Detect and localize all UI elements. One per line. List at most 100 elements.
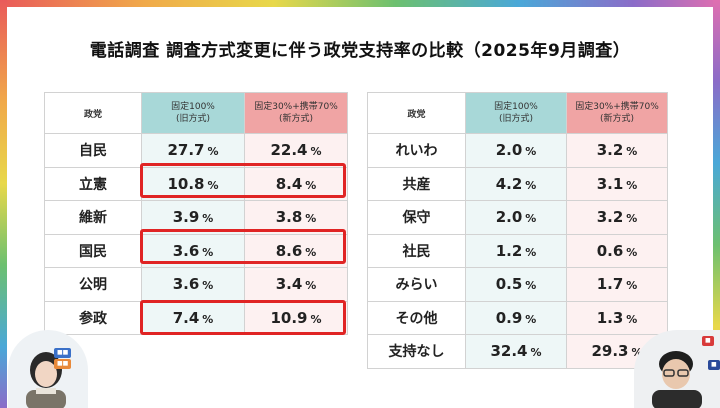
new-method-value: 3.2% [566,133,668,168]
header-party: 政党 [44,92,142,134]
old-method-value: 2.0% [465,133,567,168]
new-method-value: 3.1% [566,166,668,201]
old-method-value: 1.2% [465,233,567,268]
party-name: 立憲 [44,166,142,201]
table-row: 参政 7.4% 10.9% [44,300,348,335]
new-value-number: 8.6 [275,241,303,260]
percent-unit: % [305,212,317,226]
rainbow-frame-right [713,0,720,408]
header-old-line2: (旧方式) [498,114,534,124]
percent-unit: % [530,346,542,360]
header-new-method: 固定30%+携帯70% (新方式) [566,92,668,134]
header-old-method: 固定100% (旧方式) [465,92,567,134]
new-value-number: 3.2 [596,208,624,227]
percent-unit: % [525,145,537,159]
old-method-value: 0.5% [465,267,567,302]
old-value-number: 3.6 [172,275,200,294]
old-method-value: 7.4% [141,300,245,335]
table-row: 共産 4.2% 3.1% [367,166,668,201]
new-value-number: 22.4 [270,141,308,160]
old-value-number: 2.0 [495,208,523,227]
new-method-value: 22.4% [244,133,348,168]
party-name: 共産 [367,166,466,201]
party-name: 参政 [44,300,142,335]
percent-unit: % [626,245,638,259]
party-name: 公明 [44,267,142,302]
percent-unit: % [626,212,638,226]
old-value-number: 0.9 [495,308,523,327]
old-method-value: 2.0% [465,200,567,235]
percent-unit: % [626,312,638,326]
support-table-right: 政党 固定100% (旧方式) 固定30%+携帯70% (新方式) れいわ 2.0… [367,92,668,369]
new-value-number: 29.3 [591,342,629,361]
old-value-number: 3.9 [172,208,200,227]
party-name: 自民 [44,133,142,168]
percent-unit: % [525,312,537,326]
new-value-number: 1.7 [596,275,624,294]
percent-unit: % [525,245,537,259]
new-value-number: 8.4 [275,174,303,193]
new-method-value: 3.8% [244,200,348,235]
old-value-number: 3.6 [172,241,200,260]
percent-unit: % [305,178,317,192]
percent-unit: % [310,145,322,159]
table-row: 維新 3.9% 3.8% [44,200,348,235]
support-table-left: 政党 固定100% (旧方式) 固定30%+携帯70% (新方式) 自民 27.7… [44,92,348,335]
percent-unit: % [310,312,322,326]
table-row: 社民 1.2% 0.6% [367,233,668,268]
old-method-value: 4.2% [465,166,567,201]
logo-chip-navy: ■ [708,360,720,370]
table-row: 公明 3.6% 3.4% [44,267,348,302]
old-value-number: 27.7 [167,141,205,160]
old-value-number: 10.8 [167,174,205,193]
header-old-method: 固定100% (旧方式) [141,92,245,134]
old-method-value: 10.8% [141,166,245,201]
presenter-left-figure-icon [26,352,66,408]
header-new-method: 固定30%+携帯70% (新方式) [244,92,348,134]
percent-unit: % [525,178,537,192]
old-value-number: 7.4 [172,308,200,327]
percent-unit: % [202,312,214,326]
party-name: 保守 [367,200,466,235]
old-value-number: 1.2 [495,241,523,260]
table-row: 自民 27.7% 22.4% [44,133,348,168]
percent-unit: % [631,346,643,360]
table-row: 保守 2.0% 3.2% [367,200,668,235]
logo-chip-orange: ■■ [54,359,72,369]
new-method-value: 0.6% [566,233,668,268]
header-old-line1: 固定100% [171,102,215,112]
header-new-line1: 固定30%+携帯70% [254,102,338,112]
header-party: 政党 [367,92,466,134]
percent-unit: % [525,212,537,226]
old-method-value: 32.4% [465,334,567,369]
new-value-number: 1.3 [596,308,624,327]
new-method-value: 1.3% [566,300,668,335]
percent-unit: % [305,245,317,259]
party-name: 国民 [44,233,142,268]
logo-chip-blue: ■■ [54,348,72,358]
percent-unit: % [202,212,214,226]
page-title: 電話調査 調査方式変更に伴う政党支持率の比較（2025年9月調査） [89,41,631,61]
presenter-left-video: ■■ ■■ [8,330,88,408]
party-name: 社民 [367,233,466,268]
table-row: 支持なし 32.4% 29.3% [367,334,668,369]
old-value-number: 2.0 [495,141,523,160]
table-row: 国民 3.6% 8.6% [44,233,348,268]
presenter-right-video: ■ ■ [634,330,720,408]
old-method-value: 3.6% [141,267,245,302]
old-value-number: 32.4 [490,342,528,361]
percent-unit: % [626,145,638,159]
percent-unit: % [207,145,219,159]
header-old-line2: (旧方式) [175,114,211,124]
header-new-line2: (新方式) [278,114,314,124]
new-method-value: 8.4% [244,166,348,201]
percent-unit: % [202,245,214,259]
table-row: みらい 0.5% 1.7% [367,267,668,302]
percent-unit: % [626,178,638,192]
new-method-value: 3.4% [244,267,348,302]
party-name: その他 [367,300,466,335]
percent-unit: % [305,279,317,293]
rainbow-frame-left [0,0,7,408]
party-name: れいわ [367,133,466,168]
percent-unit: % [207,178,219,192]
